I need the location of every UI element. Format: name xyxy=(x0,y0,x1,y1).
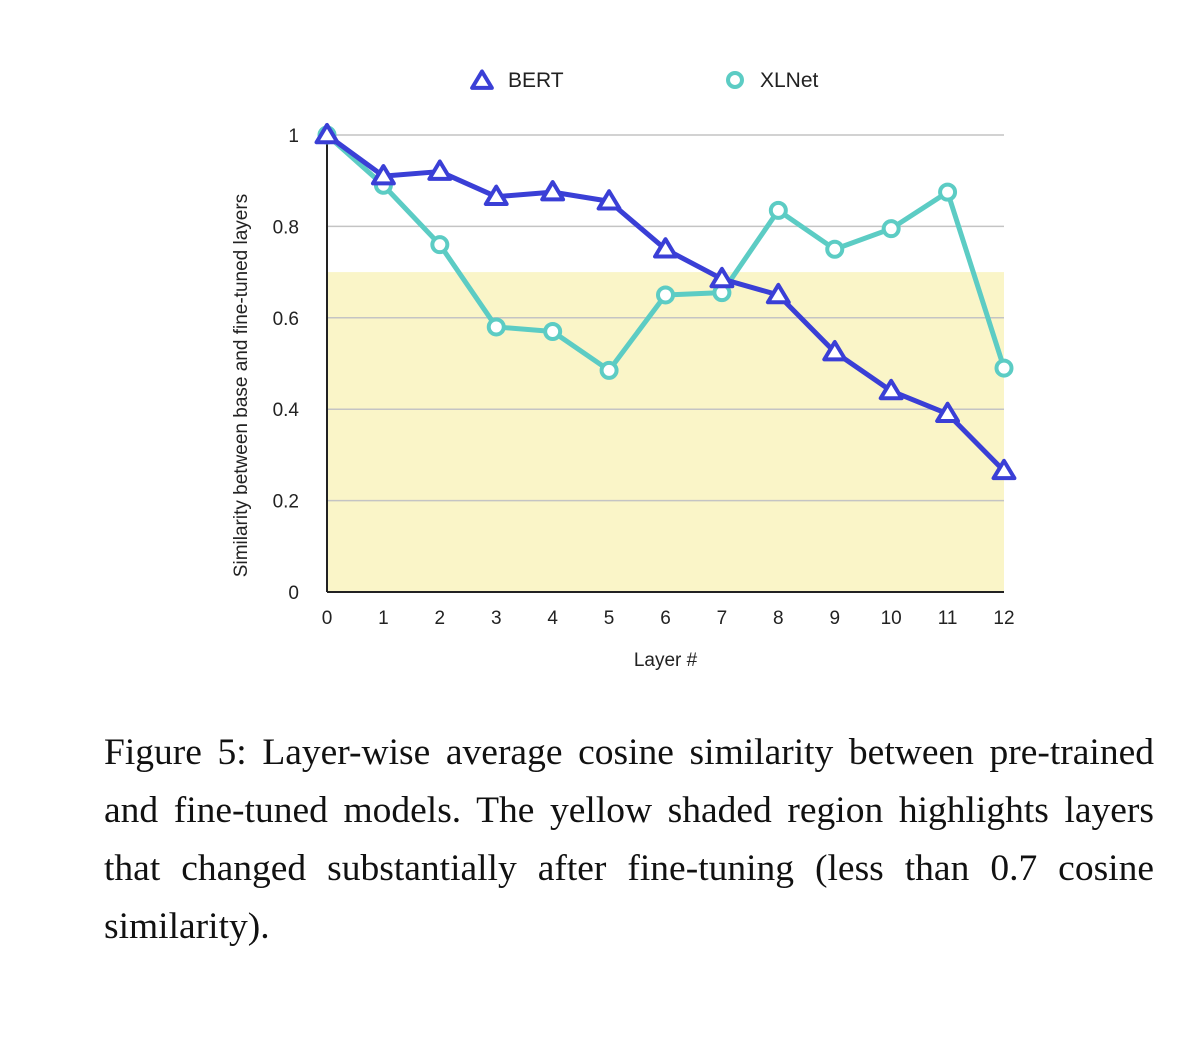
y-tick-label: 0.6 xyxy=(273,309,299,330)
data-point-xlnet xyxy=(768,200,788,220)
y-tick-label: 1 xyxy=(288,126,299,147)
legend: BERT XLNet xyxy=(470,69,819,92)
data-point-xlnet xyxy=(543,322,563,342)
y-tick-label: 0 xyxy=(288,583,299,604)
data-point-bert xyxy=(709,266,735,289)
data-point-xlnet xyxy=(656,285,675,305)
data-point-xlnet xyxy=(994,358,1014,378)
data-point-bert xyxy=(314,122,340,145)
data-point-bert xyxy=(935,401,961,424)
x-tick-label: 0 xyxy=(322,608,333,629)
x-tick-label: 2 xyxy=(435,608,446,629)
y-axis-label: Similarity between base and fine-tuned l… xyxy=(231,194,252,577)
data-point-bert xyxy=(427,159,453,181)
y-tick-label: 0.4 xyxy=(273,400,300,421)
data-point-xlnet xyxy=(486,317,506,337)
axes xyxy=(326,135,1004,593)
series-layer xyxy=(314,122,1017,481)
x-tick-label: 1 xyxy=(378,608,389,629)
y-tick-label: 0.8 xyxy=(273,217,299,238)
y-tick-labels: 0 0.2 0.4 0.6 0.8 1 xyxy=(273,126,300,604)
x-tick-label: 9 xyxy=(829,608,840,629)
y-tick-label: 0.2 xyxy=(273,492,299,513)
x-tick-label: 6 xyxy=(660,608,671,629)
x-axis-label: Layer # xyxy=(634,650,698,671)
data-point-bert xyxy=(653,237,678,259)
x-tick-label: 7 xyxy=(717,608,728,629)
data-point-bert xyxy=(483,184,509,206)
data-point-bert xyxy=(991,458,1017,481)
legend-marker-xlnet xyxy=(726,71,744,89)
data-point-bert xyxy=(596,189,622,211)
data-point-xlnet xyxy=(430,235,450,255)
legend-marker-bert xyxy=(470,69,494,90)
x-tick-label: 11 xyxy=(938,608,958,629)
x-tick-label: 12 xyxy=(993,608,1014,629)
data-point-xlnet xyxy=(938,182,958,202)
legend-label-bert: BERT xyxy=(508,69,564,92)
x-tick-label: 4 xyxy=(547,608,558,629)
legend-label-xlnet: XLNet xyxy=(760,69,819,92)
data-point-xlnet xyxy=(599,360,619,380)
data-point-bert xyxy=(822,340,848,362)
x-tick-label: 5 xyxy=(604,608,615,629)
data-point-xlnet xyxy=(881,219,901,239)
shaded-region xyxy=(327,272,1004,592)
data-point-bert xyxy=(765,282,791,305)
caption-text: Figure 5: Layer-wise average cosine simi… xyxy=(104,732,1154,947)
data-point-bert xyxy=(878,378,904,401)
x-tick-labels: 0 1 2 3 4 5 6 7 8 9 10 11 12 xyxy=(322,608,1015,629)
x-tick-label: 8 xyxy=(773,608,784,629)
series-bert xyxy=(314,122,1017,481)
x-tick-label: 3 xyxy=(491,608,502,629)
data-point-bert xyxy=(370,164,396,186)
data-point-xlnet xyxy=(825,239,845,259)
x-tick-label: 10 xyxy=(881,608,902,629)
line-chart: 00.20.40.60.81 0 1 2 3 4 5 6 7 8 9 10 11 12 BERT XLNe… xyxy=(231,69,1017,671)
shaded-region-layer xyxy=(327,272,1004,592)
figure-caption: Figure 5: Layer-wise average cosine simi… xyxy=(104,724,1154,956)
data-point-bert xyxy=(540,180,566,202)
